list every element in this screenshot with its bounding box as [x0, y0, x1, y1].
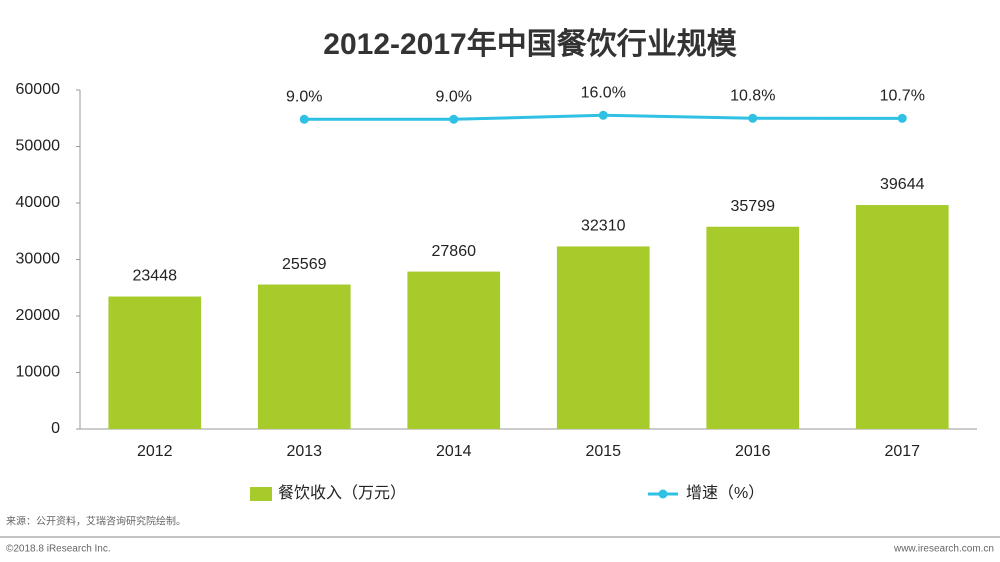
data-label: 23448 — [133, 268, 178, 285]
y-tick-label: 50000 — [16, 138, 61, 155]
y-tick-label: 20000 — [16, 307, 61, 324]
bar — [407, 271, 501, 429]
bar — [108, 296, 202, 429]
y-tick-label: 60000 — [16, 81, 61, 98]
x-tick-label: 2015 — [585, 443, 621, 460]
line-marker — [449, 114, 459, 124]
data-label: 9.0% — [286, 89, 322, 106]
bar — [855, 205, 949, 429]
legend-label: 餐饮收入（万元） — [278, 484, 406, 502]
line-marker — [598, 110, 608, 120]
data-label: 27860 — [432, 243, 477, 260]
y-tick-label: 0 — [51, 420, 60, 437]
data-label: 35799 — [731, 198, 776, 215]
bar — [706, 226, 800, 429]
x-tick-label: 2013 — [286, 443, 322, 460]
x-tick-label: 2016 — [735, 443, 771, 460]
x-tick-label: 2012 — [137, 443, 173, 460]
y-tick-label: 30000 — [16, 251, 61, 268]
line-marker — [748, 113, 758, 123]
y-tick-label: 40000 — [16, 194, 61, 211]
line-marker — [299, 114, 309, 124]
source: 来源：公开资料，艾瑞咨询研究院绘制。 — [6, 515, 186, 528]
data-label: 39644 — [880, 176, 925, 193]
chart-title: 2012-2017年中国餐饮行业规模 — [323, 28, 736, 61]
legend-swatch — [250, 487, 272, 501]
x-tick-label: 2017 — [884, 443, 920, 460]
legend-label: 增速（%） — [686, 484, 764, 502]
data-label: 32310 — [581, 218, 626, 235]
copyright: ©2018.8 iResearch Inc. — [6, 544, 111, 555]
line-marker — [897, 113, 907, 123]
data-label: 10.8% — [730, 87, 775, 104]
data-label: 10.7% — [880, 88, 925, 105]
data-label: 25569 — [282, 256, 327, 273]
legend-marker — [658, 489, 668, 499]
data-label: 16.0% — [581, 85, 626, 102]
data-label: 9.0% — [436, 89, 472, 106]
website: www.iresearch.com.cn — [893, 544, 994, 555]
y-tick-label: 10000 — [16, 364, 61, 381]
bar — [556, 246, 650, 429]
bar — [257, 284, 351, 429]
x-tick-label: 2014 — [436, 443, 472, 460]
